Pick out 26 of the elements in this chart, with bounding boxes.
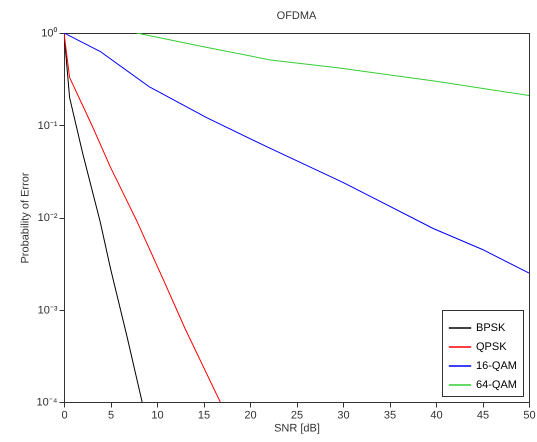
x-tick-label: 20 <box>244 410 257 422</box>
y-axis-title: Probability of Error <box>20 172 32 264</box>
x-tick-label: 30 <box>337 410 350 422</box>
legend-label: 64-QAM <box>476 379 517 391</box>
legend-label: 16-QAM <box>476 360 517 372</box>
line-series <box>64 33 529 274</box>
y-tick-label: 10⁻³ <box>38 304 58 316</box>
legend-label: BPSK <box>476 322 506 334</box>
y-tick-label: 10⁻² <box>38 212 58 224</box>
chart-title: OFDMA <box>276 10 318 22</box>
y-tick-label: 10⁻⁴ <box>36 396 58 408</box>
x-tick-label: 50 <box>523 410 536 422</box>
y-tick-label: 10⁻¹ <box>38 120 58 132</box>
x-tick-label: 0 <box>61 410 68 422</box>
x-tick-label: 40 <box>430 410 443 422</box>
line-series <box>136 33 529 96</box>
x-tick-label: 15 <box>198 410 210 422</box>
y-tick-label: 10⁰ <box>41 26 58 40</box>
line-series <box>64 33 221 402</box>
x-tick-label: 10 <box>151 410 164 422</box>
x-axis-title: SNR [dB] <box>274 422 320 434</box>
legend-label: QPSK <box>476 341 508 353</box>
x-tick-label: 5 <box>108 410 114 422</box>
x-tick-label: 45 <box>476 410 490 422</box>
x-tick-label: 35 <box>384 410 396 422</box>
x-tick-label: 25 <box>290 410 304 422</box>
